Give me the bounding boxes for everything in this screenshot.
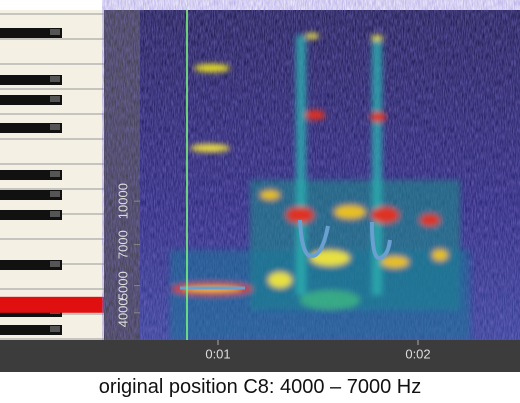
- y-tick-label: 10000: [115, 183, 130, 219]
- black-key-shine: [50, 96, 60, 102]
- y-tick-label: 7000: [115, 230, 130, 259]
- y-tick-label: 5000: [115, 271, 130, 300]
- x-tick-label: 0:02: [405, 346, 430, 361]
- black-key-shine: [50, 211, 60, 217]
- screenshot: 40005000 7000 10000 0:01 0:02 original posit…: [0, 0, 520, 403]
- black-key-shine: [50, 124, 60, 130]
- highlighted-key: [0, 297, 104, 313]
- black-key-shine: [50, 326, 60, 332]
- black-key-shine: [50, 29, 60, 35]
- y-tick-label: 4000: [115, 298, 130, 327]
- time-axis-panel: [0, 340, 520, 372]
- black-key-shine: [50, 76, 60, 82]
- black-key-shine: [50, 191, 60, 197]
- caption: original position C8: 4000 – 7000 Hz: [0, 372, 520, 403]
- black-key-shine: [50, 261, 60, 267]
- page: {"chart_data": {"type": "spectrogram", "…: [0, 0, 520, 403]
- black-key-shine: [50, 171, 60, 177]
- x-tick-label: 0:01: [205, 346, 230, 361]
